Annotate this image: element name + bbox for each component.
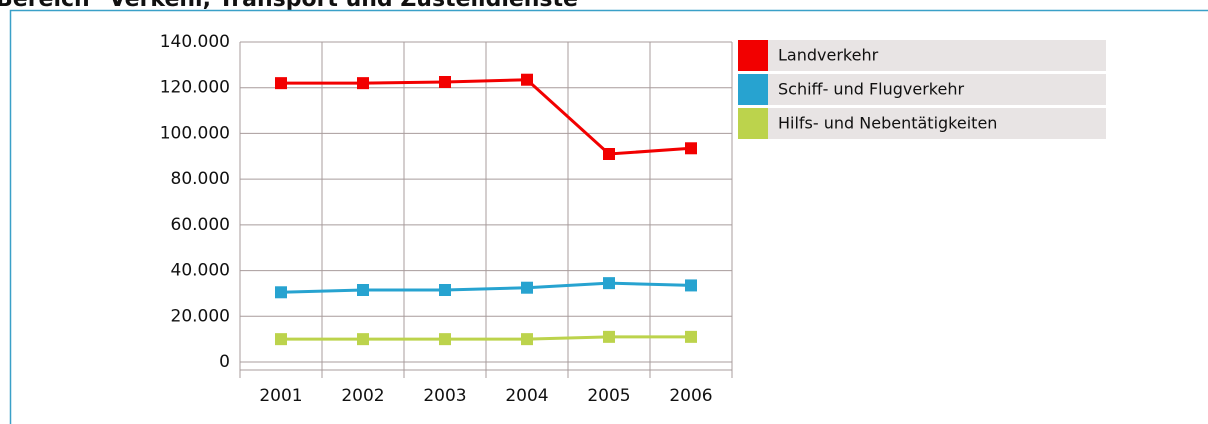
point bbox=[439, 76, 451, 88]
y-tick-label: 40.000 bbox=[171, 261, 230, 281]
legend-label: Landverkehr bbox=[778, 46, 879, 65]
point bbox=[603, 148, 615, 160]
point bbox=[685, 330, 697, 343]
y-tick-label: 120.000 bbox=[160, 78, 230, 98]
point bbox=[521, 73, 533, 86]
series-line bbox=[280, 281, 692, 294]
x-tick-label: 2004 bbox=[505, 386, 548, 406]
point bbox=[521, 281, 533, 294]
point bbox=[357, 77, 369, 90]
legend-bg bbox=[738, 74, 1106, 105]
chart-title: Bereich "Verkehr, Transport und Zustelld… bbox=[0, 0, 589, 12]
point bbox=[685, 279, 697, 292]
x-tick-label: 2003 bbox=[423, 386, 466, 406]
legend-label: Schiff- und Flugverkehr bbox=[778, 80, 964, 99]
point bbox=[275, 77, 287, 90]
legend-label: Hilfs- und Nebentätigkeiten bbox=[778, 114, 997, 133]
point bbox=[275, 286, 287, 299]
point bbox=[439, 333, 451, 346]
legend-bg bbox=[738, 108, 1106, 139]
x-tick-label: 2006 bbox=[669, 386, 712, 406]
point bbox=[439, 284, 451, 296]
point bbox=[521, 333, 533, 346]
point bbox=[275, 333, 287, 346]
y-tick-label: 20.000 bbox=[171, 306, 230, 326]
point bbox=[603, 330, 615, 343]
x-tick-label: 2001 bbox=[259, 386, 302, 406]
point bbox=[603, 277, 615, 290]
y-tick-label: 80.000 bbox=[171, 169, 230, 189]
y-tick-label: 0 bbox=[219, 352, 230, 372]
point bbox=[357, 333, 369, 346]
x-tick-label: 2005 bbox=[587, 386, 630, 406]
x-tick-label: 2002 bbox=[341, 386, 384, 406]
point bbox=[357, 284, 369, 296]
legend-bg bbox=[738, 40, 1106, 71]
legend-swatch bbox=[738, 74, 768, 105]
y-tick-label: 140.000 bbox=[160, 32, 230, 52]
legend-swatch bbox=[738, 40, 768, 71]
series-line bbox=[281, 78, 692, 156]
y-tick-label: 100.000 bbox=[160, 123, 230, 143]
point bbox=[685, 142, 697, 155]
series-line bbox=[281, 335, 691, 341]
legend-swatch bbox=[738, 108, 768, 139]
y-tick-label: 60.000 bbox=[171, 215, 230, 235]
